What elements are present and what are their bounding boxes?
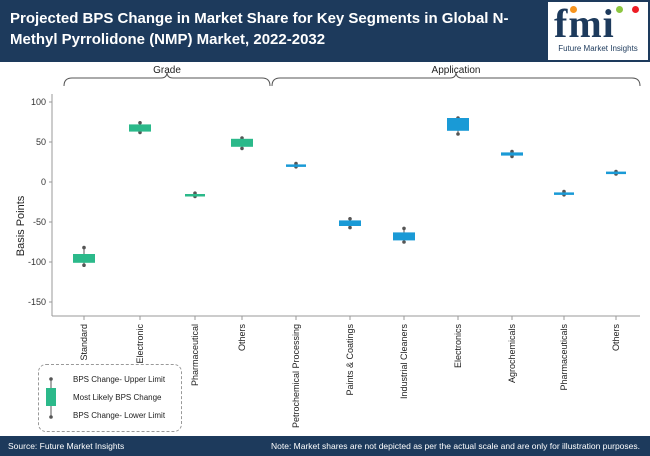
likely-range-box	[231, 138, 253, 147]
x-tick-label: Others	[237, 324, 247, 352]
likely-range-box	[185, 194, 205, 197]
x-tick-label: Pharmaceutical	[190, 324, 200, 386]
fmi-logo: fmi Future Market Insights	[548, 1, 648, 60]
chart-title: Projected BPS Change in Market Share for…	[10, 10, 509, 48]
x-tick-label: Others	[611, 324, 621, 352]
legend: BPS Change- Upper Limit Most Likely BPS …	[38, 364, 182, 432]
logo-text: fmi	[554, 1, 615, 46]
lower-limit-point	[348, 225, 352, 230]
x-tick-label: Paints & Coatings	[345, 324, 355, 396]
upper-limit-point	[138, 121, 142, 125]
x-tick-label: Pharmaceuticals	[559, 324, 569, 391]
lower-limit-point	[82, 263, 86, 267]
legend-box-icon	[46, 377, 56, 419]
x-tick-label: Standard	[79, 324, 89, 361]
source-text: Source: Future Market Insights	[8, 441, 125, 451]
x-tick-label: Agrochemicals	[507, 324, 517, 384]
group-brace	[63, 71, 271, 87]
group-label: Grade	[153, 65, 181, 76]
box-plot-chart: Basis Points 100 50 0 -50 -100 -150 Grade Appli…	[15, 65, 641, 428]
lower-limit-point	[456, 132, 460, 136]
upper-limit-point	[402, 226, 406, 231]
legend-upper-label: BPS Change- Upper Limit	[73, 375, 166, 384]
x-tick-label: Electronic	[135, 324, 145, 364]
x-tick-label: Petrochemical Processing	[291, 324, 301, 428]
likely-range-box	[393, 232, 415, 241]
group-brace	[271, 71, 641, 87]
x-tick-label: Industrial Cleaners	[399, 324, 409, 400]
footer-bar: Source: Future Market Insights Note: Mar…	[0, 436, 650, 456]
logo-dot-orange	[570, 6, 577, 13]
likely-range-box	[447, 118, 469, 131]
likely-range-box	[339, 220, 361, 226]
note-text: Note: Market shares are not depicted as …	[270, 441, 640, 451]
y-tick-label: -150	[28, 297, 46, 307]
legend-likely-label: Most Likely BPS Change	[73, 393, 162, 402]
likely-range-box	[129, 124, 151, 132]
header-bar: Projected BPS Change in Market Share for…	[0, 0, 650, 62]
likely-range-box	[286, 164, 306, 167]
likely-range-box	[73, 254, 95, 263]
likely-range-box	[501, 152, 523, 156]
lower-limit-point	[402, 240, 406, 244]
y-tick-label: -100	[28, 257, 46, 267]
logo-dot-green	[616, 6, 623, 13]
x-tick-label: Electronics	[453, 324, 463, 369]
y-tick-label: 50	[36, 137, 46, 147]
y-tick-label: 0	[41, 177, 46, 187]
likely-range-box	[554, 192, 574, 195]
y-tick-label: 100	[31, 97, 46, 107]
upper-limit-point	[348, 217, 352, 221]
likely-range-box	[606, 171, 626, 175]
logo-subtitle: Future Market Insights	[558, 44, 638, 53]
group-label: Application	[432, 65, 481, 76]
y-tick-label: -50	[33, 217, 46, 227]
logo-dot-red	[632, 6, 639, 13]
legend-lower-label: BPS Change- Lower Limit	[73, 411, 166, 420]
upper-limit-point	[82, 245, 86, 250]
y-axis-label: Basis Points	[15, 195, 27, 256]
lower-limit-point	[240, 146, 244, 151]
